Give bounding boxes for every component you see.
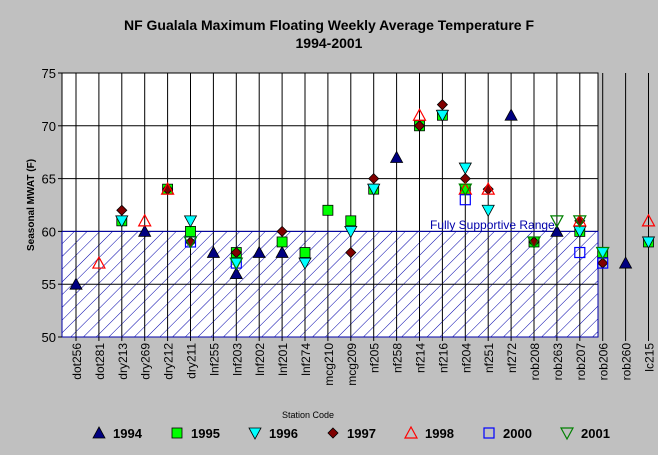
point-1994-dry269	[138, 224, 152, 237]
x-tick-label: lnf202	[253, 343, 267, 376]
legend-label-1998: 1998	[425, 426, 454, 441]
point-1997-mcg209	[345, 246, 357, 259]
point-1994-nf258	[389, 150, 404, 163]
point-2001-dry211	[183, 236, 198, 250]
x-tick-label: rob260	[620, 343, 634, 381]
x-tick-label: rob208	[528, 343, 542, 381]
x-tick-label: dry211	[185, 343, 199, 379]
x-tick-label: lnf203	[230, 343, 244, 376]
x-tick-label: nf204	[459, 343, 473, 373]
point-1998-dry212	[160, 181, 175, 195]
point-1994-lnf203	[229, 266, 243, 280]
legend-marker-1995	[171, 427, 183, 439]
point-2001-rob263	[549, 215, 564, 229]
x-tick-label: mcg209	[345, 343, 359, 386]
point-1994-rob260	[618, 256, 633, 269]
point-1998-nf214	[412, 107, 427, 121]
point-1994-lnf201	[275, 245, 289, 258]
legend-label-2001: 2001	[581, 426, 610, 441]
fully-supportive-range-label: Fully Supportive Range	[430, 218, 555, 232]
series-2001	[183, 183, 610, 271]
point-1998-dot281	[91, 255, 106, 269]
x-tick-label: nf205	[368, 343, 382, 373]
x-tick-label: nf272	[505, 343, 519, 373]
x-tick-label: mcg210	[322, 343, 336, 386]
x-tick-label: dry269	[139, 343, 153, 380]
legend-marker-2001	[559, 427, 575, 441]
point-2001-rob207	[572, 215, 587, 229]
y-tick-label: 65	[42, 172, 56, 187]
y-axis-label: Seasonal MWAT (F)	[26, 159, 37, 251]
legend-marker-1994	[92, 426, 106, 439]
point-1998-nf251	[481, 181, 496, 195]
y-tick-label: 50	[42, 330, 56, 345]
legend-label-1997: 1997	[347, 426, 376, 441]
point-1998-dry269	[137, 213, 152, 227]
point-1995-lnf274	[299, 247, 311, 258]
point-1995-mcg210	[322, 204, 334, 216]
point-1995-mcg209	[345, 215, 357, 227]
x-tick-label: dry213	[116, 343, 130, 380]
chart-title: NF Gualala Maximum Floating Weekly Avera…	[124, 17, 534, 33]
legend-marker-1997	[327, 427, 339, 439]
x-tick-label: lnf274	[299, 343, 313, 376]
x-tick-label: rob207	[574, 343, 588, 381]
x-tick-label: nf216	[436, 343, 450, 373]
point-1997-nf205	[368, 173, 380, 185]
chart-subtitle: 1994-2001	[296, 35, 363, 51]
x-tick-label: lnf201	[276, 343, 290, 376]
x-tick-label: dot256	[70, 343, 84, 380]
point-1994-rob263	[550, 224, 564, 237]
point-1994-lnf255	[206, 245, 221, 258]
x-tick-label: lnf255	[207, 343, 221, 376]
x-tick-label: dot281	[93, 343, 107, 380]
point-1997-nf214	[413, 120, 426, 132]
point-2001-rob206	[595, 246, 610, 260]
x-tick-label: nf214	[414, 343, 428, 373]
point-1997-nf216	[436, 99, 448, 111]
y-tick-label: 55	[42, 277, 56, 292]
legend-marker-2000	[483, 427, 495, 439]
point-1995-lnf201	[276, 236, 288, 248]
x-tick-label: lc215	[643, 343, 657, 372]
point-1996-lnf274	[298, 257, 312, 270]
point-1996-mcg209	[344, 225, 358, 239]
point-2001-rob208	[526, 236, 542, 250]
x-axis-ticks: dot256 dot281 dry213 dry269 dry212 dry211 lnf2…	[70, 337, 657, 386]
point-1997-dry213	[116, 204, 128, 216]
y-axis-ticks: 50 55 60 65 70 75	[42, 66, 62, 345]
legend-marker-1998	[403, 425, 419, 439]
legend-marker-1996	[248, 427, 262, 440]
y-tick-label: 70	[42, 119, 56, 134]
x-tick-label: rob263	[551, 343, 565, 381]
series-1994	[69, 108, 633, 290]
x-tick-label: rob206	[597, 343, 611, 381]
legend-label-1995: 1995	[191, 426, 220, 441]
x-tick-label: dry212	[162, 343, 176, 380]
x-axis-label: Station Code	[282, 410, 334, 420]
point-1994-dot256	[69, 277, 83, 290]
legend: 1994 1995 1996 1997 1998 2000 2001	[92, 425, 610, 441]
point-2000-rob207	[574, 246, 586, 259]
data-points	[69, 99, 656, 290]
point-1997-lnf201	[276, 225, 288, 237]
legend-label-1994: 1994	[113, 426, 143, 441]
y-tick-label: 75	[42, 66, 56, 81]
point-1996-nf204	[458, 162, 472, 175]
point-1996-nf251	[481, 204, 495, 218]
point-1998-lc215	[641, 213, 656, 227]
legend-label-2000: 2000	[503, 426, 532, 441]
point-2001-nf204	[458, 183, 473, 197]
x-tick-label: nf258	[391, 343, 405, 373]
y-tick-label: 60	[42, 224, 56, 239]
point-1994-nf272	[504, 108, 518, 121]
point-1996-lc215	[641, 236, 656, 249]
x-tick-label: nf251	[482, 343, 496, 373]
legend-label-1996: 1996	[269, 426, 298, 441]
point-1996-dry211	[183, 215, 198, 228]
point-1994-lnf202	[252, 245, 266, 258]
point-2001-lnf203	[229, 257, 244, 271]
point-1995-dry211	[185, 225, 196, 237]
